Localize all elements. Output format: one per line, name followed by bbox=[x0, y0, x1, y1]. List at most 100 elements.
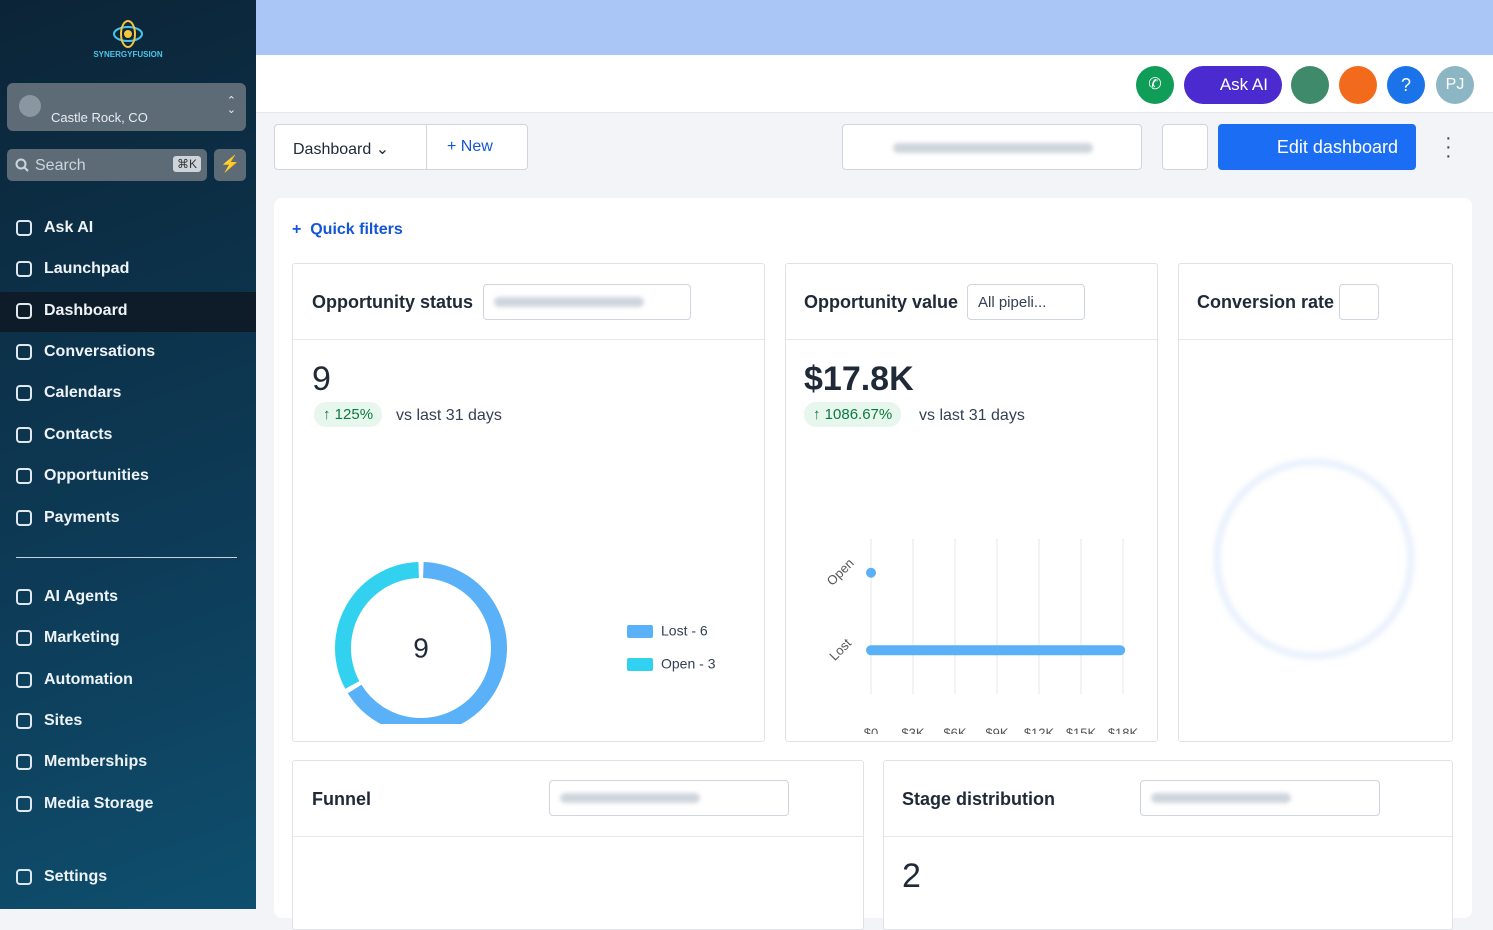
nav-label: Contacts bbox=[44, 426, 113, 443]
nav-label: Calendars bbox=[44, 384, 122, 401]
nav-label: Launchpad bbox=[44, 260, 130, 277]
phone-button[interactable]: ✆ bbox=[1136, 66, 1174, 104]
nav-label: AI Agents bbox=[44, 588, 119, 605]
nav-label: Memberships bbox=[44, 753, 148, 770]
ask-ai-label: Ask AI bbox=[1219, 75, 1268, 94]
nav-icon bbox=[16, 468, 32, 484]
comparison: vs last 31 days bbox=[919, 407, 1025, 424]
help[interactable]: ? bbox=[1387, 66, 1425, 104]
sidebar: SYNERGYFUSION Castle Rock, CO ⌃ ⌄ Search … bbox=[0, 0, 256, 909]
nav-icon bbox=[16, 630, 32, 646]
opportunity-status-card: Opportunity status 9 ↑ 125% vs last 31 d… bbox=[292, 263, 765, 742]
x-tick-label: $15K bbox=[1066, 725, 1097, 734]
legend-label: Lost - 6 bbox=[661, 623, 708, 639]
nav-item[interactable]: Payments bbox=[16, 509, 120, 527]
change-badge: ↑ 125% bbox=[314, 402, 383, 427]
magic-button[interactable] bbox=[1162, 124, 1208, 170]
y-tick-label: Open bbox=[824, 555, 857, 588]
stage-distribution-card: Stage distribution 2 bbox=[883, 760, 1453, 930]
nav-icon bbox=[16, 303, 32, 319]
quick-filters[interactable]: + Quick filters bbox=[292, 221, 403, 238]
nav-item[interactable]: AI Agents bbox=[16, 588, 118, 606]
header: ✆ Ask AI ? PJ bbox=[256, 55, 1493, 113]
change: 1086.67% bbox=[824, 406, 893, 423]
avatar[interactable]: PJ bbox=[1436, 66, 1474, 104]
new-label: New bbox=[460, 138, 493, 155]
nav-icon bbox=[16, 796, 32, 812]
nav-icon bbox=[16, 589, 32, 605]
nav-icon bbox=[16, 261, 32, 277]
logo-text: SYNERGYFUSION bbox=[93, 50, 163, 59]
nav-icon bbox=[16, 220, 32, 236]
nav-icon bbox=[16, 344, 32, 360]
filter[interactable] bbox=[483, 284, 691, 320]
edit-dashboard[interactable]: Edit dashboard bbox=[1218, 124, 1416, 170]
dashboard-menu[interactable]: Dashboard ⌄ bbox=[293, 141, 390, 158]
ask-ai-button[interactable]: Ask AI bbox=[1184, 66, 1282, 104]
nav-label: Marketing bbox=[44, 629, 120, 646]
card-title: Funnel bbox=[312, 789, 371, 809]
nav-icon bbox=[16, 672, 32, 688]
nav-item[interactable]: Contacts bbox=[16, 426, 112, 444]
announcements[interactable] bbox=[1291, 66, 1329, 104]
filter[interactable] bbox=[1339, 284, 1379, 320]
nav-icon bbox=[16, 427, 32, 443]
location-switcher[interactable]: Castle Rock, CO ⌃ ⌄ bbox=[7, 83, 246, 131]
blurred-gauge bbox=[1214, 459, 1414, 659]
logo-mark bbox=[113, 20, 143, 48]
dashboard-label: Dashboard bbox=[293, 141, 372, 158]
card-title: Opportunity status bbox=[312, 292, 473, 312]
edit-label: Edit dashboard bbox=[1276, 137, 1398, 157]
x-tick-label: $3K bbox=[901, 725, 924, 734]
quick-action[interactable]: ⚡ bbox=[214, 149, 246, 181]
nav-item[interactable]: Opportunities bbox=[16, 467, 149, 485]
donut-segment bbox=[347, 562, 507, 724]
nav-item[interactable]: Conversations bbox=[16, 343, 155, 361]
new-button[interactable]: + New bbox=[447, 138, 493, 155]
x-tick-label: $6K bbox=[943, 725, 966, 734]
x-tick-label: $0 bbox=[864, 725, 878, 734]
filter[interactable] bbox=[549, 780, 789, 816]
quick-filters-label: Quick filters bbox=[310, 221, 403, 238]
filter[interactable] bbox=[1140, 780, 1380, 816]
nav-item[interactable]: Launchpad bbox=[16, 260, 129, 278]
logo: SYNERGYFUSION bbox=[88, 20, 168, 62]
funnel-card: Funnel bbox=[292, 760, 864, 930]
donut-segment bbox=[335, 562, 420, 689]
nav-item[interactable]: Ask AI bbox=[16, 219, 93, 237]
search[interactable]: Search ⌘K bbox=[7, 149, 207, 181]
filter-label: All pipeli... bbox=[978, 294, 1047, 311]
x-tick-label: $9K bbox=[985, 725, 1008, 734]
date-range[interactable] bbox=[842, 124, 1142, 170]
nav-item[interactable]: Media Storage bbox=[16, 795, 153, 813]
donut-chart: Lost - 6 Open - 3 9 bbox=[335, 562, 716, 724]
nav-item[interactable]: Memberships bbox=[16, 753, 147, 771]
help-label: ? bbox=[1400, 75, 1411, 95]
x-tick-label: $18K bbox=[1108, 725, 1139, 734]
dashboard-switcher: Dashboard ⌄ + New bbox=[274, 124, 528, 170]
conversion-rate-card: Conversion rate bbox=[1178, 263, 1453, 742]
card-title: Conversion rate bbox=[1197, 292, 1335, 312]
nav-label: Dashboard bbox=[44, 302, 128, 319]
nav-item[interactable]: Calendars bbox=[16, 384, 121, 402]
banner bbox=[256, 0, 1493, 55]
avatar-label: PJ bbox=[1445, 76, 1465, 93]
search-placeholder: Search bbox=[35, 157, 86, 174]
nav-item[interactable]: Settings bbox=[16, 868, 107, 886]
kpi-value: 9 bbox=[312, 360, 331, 398]
nav-item[interactable]: Marketing bbox=[16, 629, 120, 647]
active-row bbox=[0, 292, 256, 332]
donut-center: 9 bbox=[413, 632, 429, 663]
filter[interactable]: All pipeli... bbox=[967, 284, 1085, 320]
nav-item[interactable]: Dashboard bbox=[16, 302, 128, 320]
nav-item[interactable]: Automation bbox=[16, 671, 133, 689]
nav-icon bbox=[16, 754, 32, 770]
nav-icon bbox=[16, 869, 32, 885]
nav-item[interactable]: Sites bbox=[16, 712, 82, 730]
nav-label: Sites bbox=[44, 712, 83, 729]
location: Castle Rock, CO bbox=[51, 110, 148, 125]
more-menu[interactable]: · · · bbox=[1445, 127, 1452, 167]
notifications[interactable] bbox=[1339, 66, 1377, 104]
change: 125% bbox=[334, 406, 374, 423]
